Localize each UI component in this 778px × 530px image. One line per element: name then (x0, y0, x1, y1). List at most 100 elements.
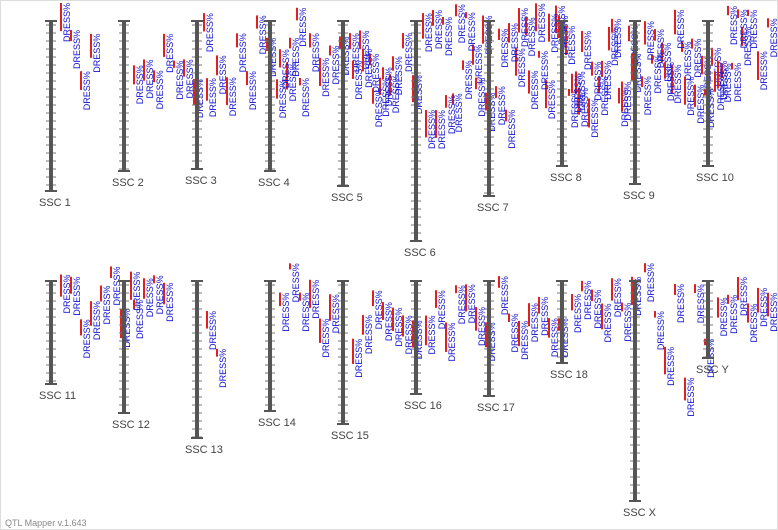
chromosome (414, 281, 418, 394)
qtl-label: DRESS% (228, 77, 238, 116)
chromosome (122, 281, 126, 413)
qtl-label: DRESS% (547, 80, 557, 119)
qtl-label: DRESS% (195, 79, 205, 118)
qtl-label: DRESS% (92, 34, 102, 73)
qtl-label: DRESS% (331, 45, 341, 84)
qtl-label: DRESS% (364, 315, 374, 354)
qtl-label: DRESS% (487, 93, 497, 132)
qtl-label: DRESS% (474, 44, 484, 83)
qtl-label: DRESS% (155, 275, 165, 314)
chromosome-label: SSC 6 (404, 247, 436, 259)
chromosome (633, 281, 637, 501)
qtl-label: DRESS% (208, 78, 218, 117)
chromosome (341, 21, 345, 186)
chromosome (49, 21, 53, 191)
qtl-label: DRESS% (102, 285, 112, 324)
qtl-label: DRESS% (583, 31, 593, 70)
qtl-label: DRESS% (248, 71, 258, 110)
qtl-label: DRESS% (155, 70, 165, 109)
chromosome (706, 21, 710, 166)
qtl-label: DRESS% (663, 43, 673, 82)
qtl-label: DRESS% (374, 290, 384, 329)
qtl-label: DRESS% (72, 30, 82, 69)
qtl-label: DRESS% (769, 18, 778, 57)
qtl-label: DRESS% (404, 33, 414, 72)
qtl-label: DRESS% (739, 277, 749, 316)
qtl-label: DRESS% (573, 74, 583, 113)
qtl-label: DRESS% (550, 14, 560, 53)
qtl-label: DRESS% (301, 78, 311, 117)
qtl-label: DRESS% (759, 51, 769, 90)
qtl-label: DRESS% (464, 60, 474, 99)
qtl-label: DRESS% (656, 29, 666, 68)
chromosome-label: SSC 18 (550, 369, 588, 381)
qtl-label: DRESS% (593, 62, 603, 101)
qtl-label: DRESS% (145, 278, 155, 317)
qtl-label: DRESS% (686, 77, 696, 116)
chromosome-label: SSC 4 (258, 177, 290, 189)
qtl-label: DRESS% (384, 302, 394, 341)
qtl-label: DRESS% (165, 283, 175, 322)
qtl-label: DRESS% (281, 49, 291, 88)
chromosome (268, 281, 272, 411)
qtl-label: DRESS% (361, 30, 371, 69)
chromosome-label: SSC 17 (477, 402, 515, 414)
qtl-label: DRESS% (371, 54, 381, 93)
chromosome (122, 21, 126, 171)
qtl-label: DRESS% (603, 304, 613, 343)
qtl-label: DRESS% (743, 27, 753, 66)
qtl-label: DRESS% (135, 300, 145, 339)
qtl-label: DRESS% (311, 33, 321, 72)
qtl-label: DRESS% (716, 71, 726, 110)
qtl-label: DRESS% (122, 309, 132, 348)
qtl-label: DRESS% (723, 63, 733, 102)
chromosome (560, 21, 564, 166)
qtl-label: DRESS% (749, 303, 759, 342)
qtl-label: DRESS% (749, 10, 759, 49)
qtl-label: DRESS% (301, 293, 311, 332)
qtl-label: DRESS% (583, 281, 593, 320)
qtl-label: DRESS% (683, 41, 693, 80)
qtl-label: DRESS% (510, 23, 520, 62)
qtl-label: DRESS% (341, 36, 351, 75)
qtl-label: DRESS% (414, 75, 424, 114)
chromosome-label: SSC 5 (331, 192, 363, 204)
chromosome-label: SSC 12 (112, 419, 150, 431)
qtl-label: DRESS% (666, 62, 676, 101)
chromosome-label: SSC 2 (112, 177, 144, 189)
qtl-label: DRESS% (520, 321, 530, 360)
qtl-label: DRESS% (623, 82, 633, 121)
chromosome-label: SSC 15 (331, 430, 369, 442)
qtl-label: DRESS% (457, 285, 467, 324)
chromosome-label: SSC 16 (404, 400, 442, 412)
chromosome-label: SSC 7 (477, 202, 509, 214)
chromosome (487, 21, 491, 196)
qtl-label: DRESS% (530, 70, 540, 109)
qtl-label: DRESS% (560, 16, 570, 55)
qtl-label: DRESS% (454, 93, 464, 132)
qtl-label: DRESS% (739, 9, 749, 48)
qtl-label: DRESS% (291, 263, 301, 302)
chromosome-label: SSC 10 (696, 172, 734, 184)
qtl-label: DRESS% (92, 301, 102, 340)
qtl-label: DRESS% (175, 61, 185, 100)
chromosome-label: SSC 9 (623, 190, 655, 202)
qtl-label: DRESS% (384, 67, 394, 106)
qtl-label: DRESS% (208, 311, 218, 350)
chromosome-label: SSC 8 (550, 172, 582, 184)
qtl-label: DRESS% (281, 293, 291, 332)
qtl-label: DRESS% (769, 293, 778, 332)
qtl-label: DRESS% (321, 58, 331, 97)
qtl-label: DRESS% (693, 39, 703, 78)
qtl-label: DRESS% (520, 8, 530, 47)
chromosome-label: SSC 13 (185, 444, 223, 456)
qtl-label: DRESS% (185, 59, 195, 98)
qtl-label: DRESS% (593, 290, 603, 329)
qtl-label: DRESS% (623, 303, 633, 342)
chromosome (49, 281, 53, 384)
qtl-label: DRESS% (759, 288, 769, 327)
qtl-label: DRESS% (573, 294, 583, 333)
qtl-label: DRESS% (613, 19, 623, 58)
qtl-label: DRESS% (424, 13, 434, 52)
